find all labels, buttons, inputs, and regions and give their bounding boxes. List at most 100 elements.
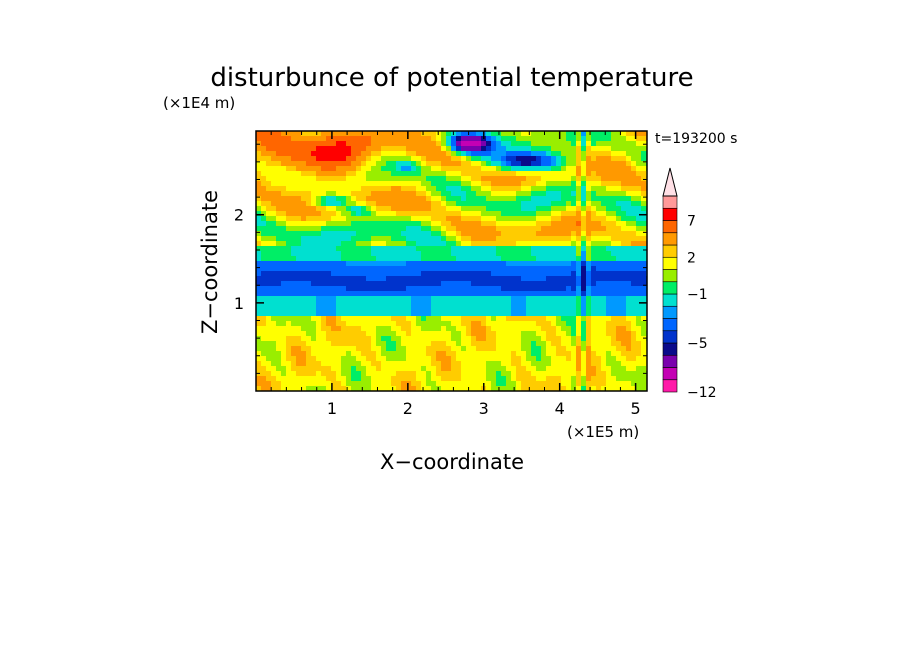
heatmap-cell <box>496 361 502 367</box>
heatmap-cell <box>296 201 302 207</box>
heatmap-cell <box>396 131 402 137</box>
heatmap-cell <box>546 326 552 332</box>
heatmap-cell <box>276 286 282 292</box>
heatmap-cell <box>426 211 432 217</box>
heatmap-cell <box>571 286 577 292</box>
heatmap-cell <box>391 316 397 322</box>
heatmap-cell <box>476 356 482 362</box>
heatmap-cell <box>606 141 612 147</box>
heatmap-cell <box>566 171 572 177</box>
heatmap-cell <box>606 186 612 192</box>
heatmap-cell <box>446 196 452 202</box>
heatmap-cell <box>376 216 382 222</box>
heatmap-cell <box>421 321 427 327</box>
heatmap-cell <box>511 381 517 387</box>
heatmap-cell <box>546 321 552 327</box>
heatmap-cell <box>436 191 442 197</box>
heatmap-cell <box>391 321 397 327</box>
heatmap-cell <box>606 231 612 237</box>
heatmap-cell <box>436 316 442 322</box>
heatmap-cell <box>536 241 542 247</box>
heatmap-cell <box>641 181 647 187</box>
heatmap-cell <box>396 156 402 162</box>
heatmap-cell <box>441 311 447 317</box>
heatmap-cell <box>496 226 502 232</box>
heatmap-cell <box>541 216 547 222</box>
heatmap-cell <box>316 321 322 327</box>
heatmap-cell <box>431 136 437 142</box>
heatmap-cell <box>381 361 387 367</box>
heatmap-cell <box>491 176 497 182</box>
heatmap-cell <box>596 211 602 217</box>
heatmap-cell <box>331 131 337 137</box>
heatmap-cell <box>446 226 452 232</box>
heatmap-cell <box>536 146 542 152</box>
heatmap-cell <box>256 216 262 222</box>
heatmap-cell <box>331 326 337 332</box>
heatmap-cell <box>416 361 422 367</box>
heatmap-cell <box>411 221 417 227</box>
heatmap-cell <box>596 306 602 312</box>
heatmap-cell <box>611 231 617 237</box>
heatmap-cell <box>291 186 297 192</box>
heatmap-cell <box>311 181 317 187</box>
heatmap-cell <box>326 151 332 157</box>
heatmap-cell <box>301 286 307 292</box>
heatmap-cell <box>526 176 532 182</box>
heatmap-cell <box>311 326 317 332</box>
heatmap-cell <box>476 306 482 312</box>
heatmap-cell <box>486 176 492 182</box>
heatmap-cell <box>581 261 587 267</box>
heatmap-cell <box>321 161 327 167</box>
heatmap-cell <box>636 231 642 237</box>
heatmap-cell <box>466 206 472 212</box>
heatmap-cell <box>271 376 277 382</box>
heatmap-cell <box>626 351 632 357</box>
heatmap-cell <box>301 211 307 217</box>
heatmap-cell <box>351 306 357 312</box>
heatmap-cell <box>566 291 572 297</box>
heatmap-cell <box>346 286 352 292</box>
heatmap-cell <box>391 206 397 212</box>
heatmap-cell <box>586 151 592 157</box>
heatmap-cell <box>421 186 427 192</box>
heatmap-cell <box>426 151 432 157</box>
heatmap-cell <box>451 326 457 332</box>
heatmap-cell <box>521 386 527 391</box>
heatmap-cell <box>336 336 342 342</box>
heatmap-cell <box>401 271 407 277</box>
heatmap-cell <box>256 196 262 202</box>
heatmap-cell <box>641 376 647 382</box>
heatmap-cell <box>416 251 422 257</box>
heatmap-cell <box>586 136 592 142</box>
heatmap-cell <box>416 241 422 247</box>
heatmap-cell <box>346 291 352 297</box>
heatmap-cell <box>266 221 272 227</box>
heatmap-cell <box>536 346 542 352</box>
heatmap-cell <box>531 136 537 142</box>
heatmap-cell <box>526 141 532 147</box>
heatmap-cell <box>546 151 552 157</box>
heatmap-cell <box>316 306 322 312</box>
heatmap-cell <box>311 191 317 197</box>
heatmap-cell <box>266 271 272 277</box>
heatmap-cell <box>446 351 452 357</box>
heatmap-cell <box>491 266 497 272</box>
heatmap-cell <box>511 261 517 267</box>
heatmap-cell <box>626 366 632 372</box>
heatmap-cell <box>631 356 637 362</box>
heatmap-cell <box>281 296 287 302</box>
heatmap-cell <box>526 131 532 137</box>
heatmap-cell <box>301 246 307 252</box>
heatmap-cell <box>481 331 487 337</box>
heatmap-cell <box>381 296 387 302</box>
heatmap-cell <box>366 136 372 142</box>
heatmap-cell <box>526 221 532 227</box>
heatmap-cell <box>331 266 337 272</box>
heatmap-cell <box>386 271 392 277</box>
heatmap-cell <box>621 306 627 312</box>
heatmap-cell <box>636 321 642 327</box>
heatmap-cell <box>486 326 492 332</box>
heatmap-cell <box>476 271 482 277</box>
heatmap-cell <box>271 306 277 312</box>
